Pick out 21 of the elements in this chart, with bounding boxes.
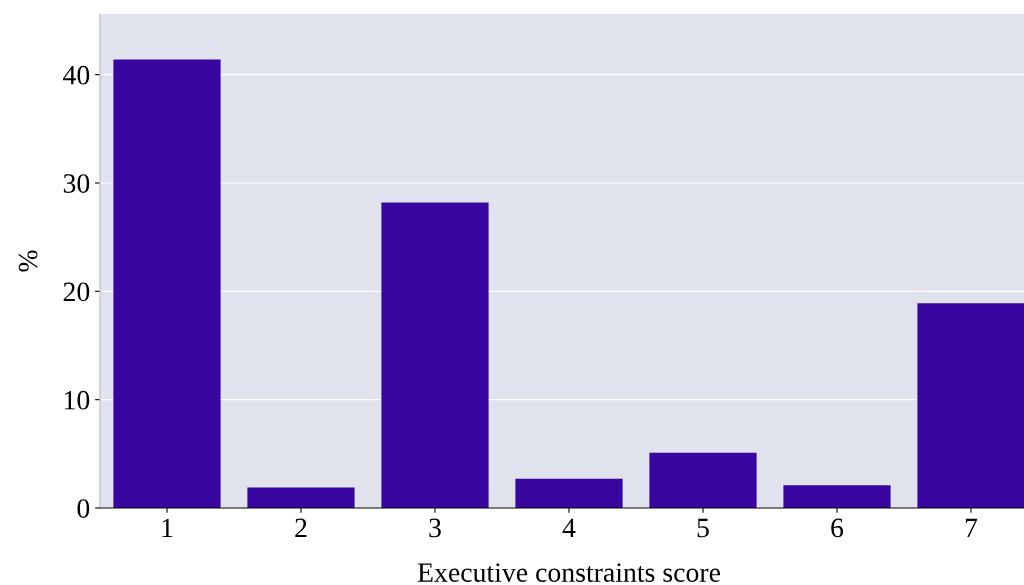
bar [649,452,757,508]
bar [917,303,1024,508]
x-axis-title: Executive constraints score [417,563,720,582]
y-axis-title: % [18,250,38,272]
bar [515,478,623,508]
x-tick-label: 4 [562,518,576,537]
y-tick-label: 20 [63,282,90,302]
x-tick-label: 7 [965,518,978,537]
x-tick-label: 5 [697,518,709,538]
y-tick-label: 30 [63,174,90,193]
y-tick-label: 10 [64,390,90,410]
bar [247,487,355,508]
y-tick-label: 40 [63,65,90,85]
x-tick-label: 6 [831,518,844,538]
bar [381,202,489,508]
y-tick-label: 0 [77,499,90,518]
bar [113,59,221,508]
x-tick-label: 3 [429,518,441,538]
x-tick-label: 2 [295,518,307,537]
bar [783,485,891,508]
x-tick-label: 1 [162,518,173,537]
